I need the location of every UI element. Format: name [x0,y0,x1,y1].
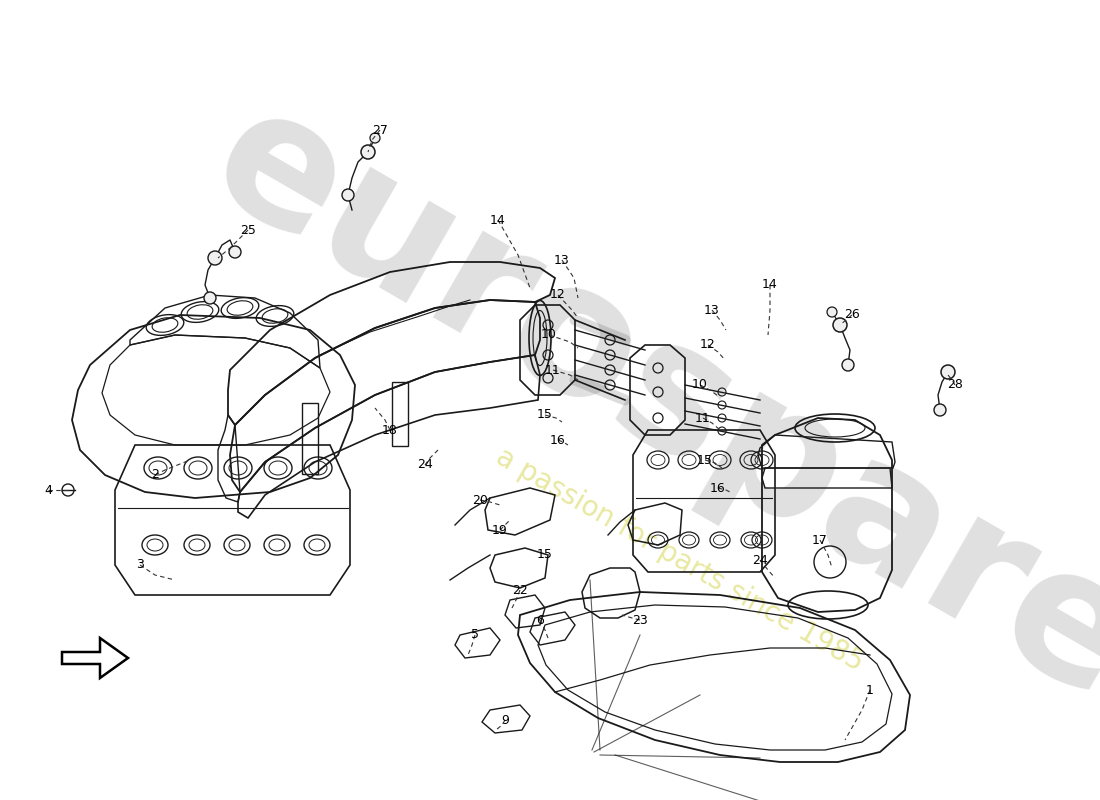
Text: 15: 15 [537,549,553,562]
Text: a passion for parts since 1985: a passion for parts since 1985 [492,443,869,677]
Text: 1: 1 [866,683,873,697]
Text: 18: 18 [382,423,398,437]
Circle shape [827,307,837,317]
Text: 12: 12 [700,338,716,351]
Text: 13: 13 [704,303,719,317]
Text: 14: 14 [762,278,778,291]
Text: 6: 6 [536,614,543,626]
Text: 11: 11 [546,363,561,377]
Text: 15: 15 [537,409,553,422]
Text: 16: 16 [711,482,726,494]
Text: 3: 3 [136,558,144,571]
Text: 13: 13 [554,254,570,266]
Circle shape [361,145,375,159]
Circle shape [940,365,955,379]
Text: 24: 24 [752,554,768,566]
Text: 11: 11 [695,411,711,425]
Text: 9: 9 [502,714,509,726]
Text: 2: 2 [151,469,158,482]
Text: eurospares: eurospares [182,69,1100,791]
Text: 10: 10 [541,329,557,342]
Circle shape [229,246,241,258]
Text: 26: 26 [844,309,860,322]
Text: 28: 28 [947,378,962,391]
Text: 10: 10 [692,378,708,391]
Circle shape [833,318,847,332]
Text: 27: 27 [372,123,388,137]
Circle shape [370,133,379,143]
Text: 14: 14 [491,214,506,226]
Circle shape [342,189,354,201]
Text: 19: 19 [492,523,508,537]
Text: 4: 4 [44,483,52,497]
Text: 15: 15 [697,454,713,466]
Text: 5: 5 [471,629,478,642]
Text: 17: 17 [812,534,828,546]
Text: 24: 24 [417,458,433,471]
Circle shape [934,404,946,416]
Text: 20: 20 [472,494,488,506]
Text: 22: 22 [513,583,528,597]
Text: 23: 23 [632,614,648,626]
Text: 25: 25 [240,223,256,237]
Text: 16: 16 [550,434,565,446]
Circle shape [842,359,854,371]
Circle shape [208,251,222,265]
Circle shape [204,292,216,304]
Text: 12: 12 [550,289,565,302]
